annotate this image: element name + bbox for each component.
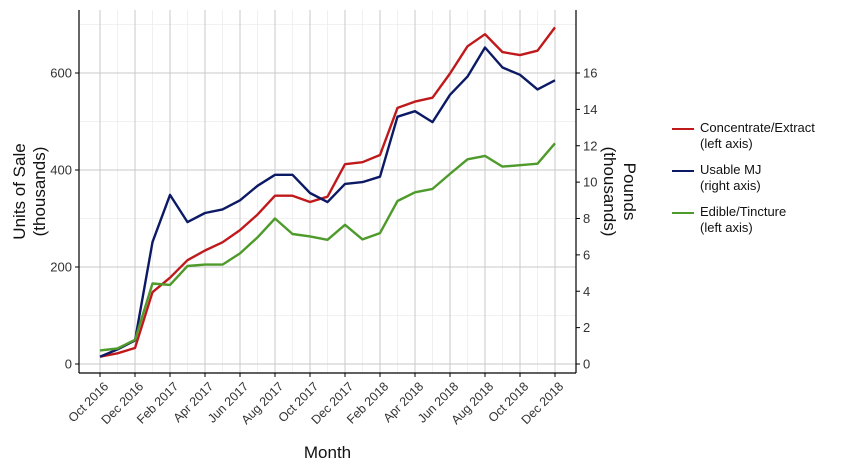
legend-item-usable-mj: Usable MJ (right axis) [672,162,847,194]
x-axis-title: Month [304,443,351,462]
legend: Concentrate/Extract (left axis) Usable M… [672,120,847,246]
grid [79,10,576,373]
right-tick-label: 4 [583,284,590,299]
legend-axis-concentrate: (left axis) [700,136,753,151]
left-tick-label: 200 [50,260,72,275]
right-tick-label: 6 [583,247,590,262]
legend-label-edible: Edible/Tincture [700,204,787,219]
legend-label-concentrate: Concentrate/Extract [700,120,815,135]
right-axis-title-line: (thousands) [600,147,619,237]
right-tick-label: 8 [583,211,590,226]
left-axis-title-line: Units of Sale [10,143,29,239]
legend-axis-usable-mj: (right axis) [700,178,761,193]
series-lines [99,26,556,358]
right-tick-label: 16 [583,66,597,81]
legend-item-edible: Edible/Tincture (left axis) [672,204,847,236]
left-axis-title-line: (thousands) [30,147,49,237]
series-line-usable-mj [99,46,556,358]
series-line-concentrate-extract [99,26,556,358]
right-tick-label: 2 [583,320,590,335]
right-tick-label: 0 [583,357,590,372]
legend-swatch-concentrate [672,128,694,130]
left-tick-label: 0 [65,357,72,372]
legend-swatch-usable-mj [672,170,694,172]
right-tick-label: 14 [583,102,597,117]
legend-swatch-edible [672,212,694,214]
left-tick-label: 400 [50,163,72,178]
right-tick-label: 12 [583,138,597,153]
right-axis-title: Pounds(thousands) [600,147,639,237]
left-tick-label: 600 [50,66,72,81]
right-tick-label: 10 [583,175,597,190]
legend-axis-edible: (left axis) [700,220,753,235]
legend-item-concentrate: Concentrate/Extract (left axis) [672,120,847,152]
legend-label-usable-mj: Usable MJ [700,162,762,177]
left-axis-title: Units of Sale(thousands) [10,143,49,239]
series-line-edible-tincture [99,142,556,352]
right-axis-title-line: Pounds [620,163,639,221]
